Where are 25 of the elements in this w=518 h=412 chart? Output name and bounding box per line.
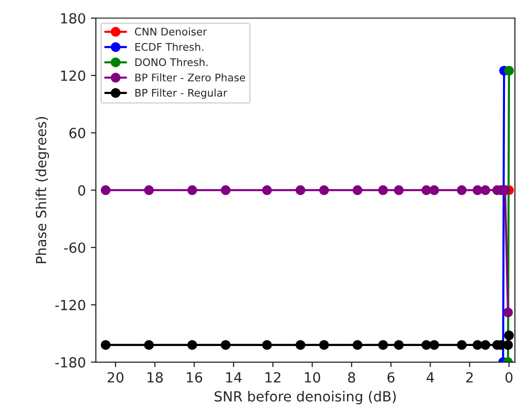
y-tick-label: 180 bbox=[61, 13, 86, 24]
x-tick-label: 20 bbox=[108, 372, 124, 383]
y-tick-label: 120 bbox=[61, 70, 86, 81]
legend-label: DONO Thresh. bbox=[135, 58, 208, 66]
x-tick-label: 2 bbox=[466, 372, 473, 382]
y-tick-label: -180 bbox=[55, 357, 86, 368]
x-tick-label: 12 bbox=[266, 372, 280, 382]
legend-label: ECDF Thresh. bbox=[135, 42, 204, 51]
x-tick-label: 14 bbox=[226, 372, 242, 382]
y-tick-label: -120 bbox=[55, 300, 86, 310]
x-axis-title: SNR before denoising (dB) bbox=[214, 390, 396, 404]
x-tick-label: 18 bbox=[148, 372, 163, 383]
x-tick-label: 6 bbox=[387, 372, 394, 383]
x-tick-label: 4 bbox=[426, 372, 434, 382]
legend-label: CNN Denoiser bbox=[134, 28, 207, 36]
y-tick-label: -60 bbox=[64, 242, 86, 253]
y-tick-label: 0 bbox=[78, 185, 86, 196]
x-tick-label: 16 bbox=[186, 372, 202, 383]
legend-label: BP Filter - Zero Phase bbox=[135, 73, 246, 82]
y-axis-title: Phase Shift (degrees) bbox=[36, 117, 50, 264]
x-tick-label: 10 bbox=[304, 372, 320, 383]
y-tick-label: 60 bbox=[69, 128, 86, 138]
legend-label: BP Filter - Regular bbox=[135, 88, 228, 99]
x-tick-label: 8 bbox=[348, 372, 356, 383]
x-tick-label: 0 bbox=[505, 372, 512, 383]
